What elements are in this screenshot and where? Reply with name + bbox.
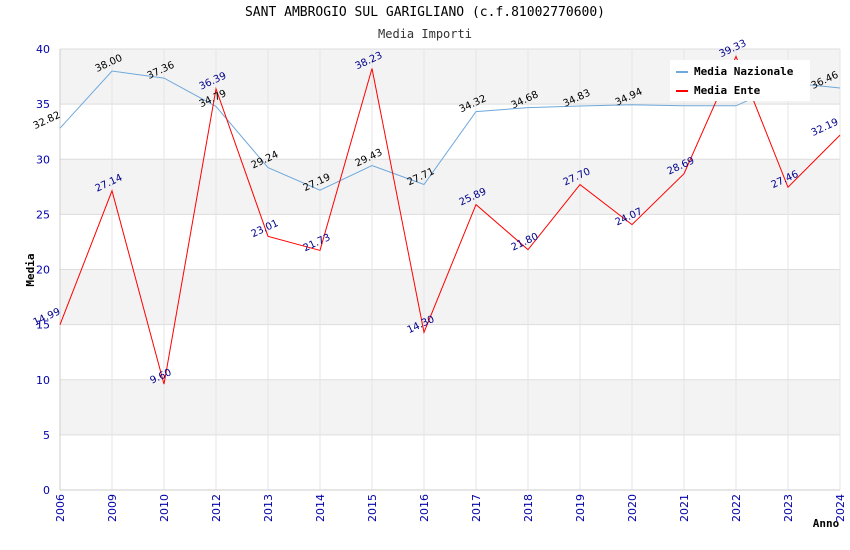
x-tick-label: 2016 <box>418 494 431 522</box>
x-tick-label: 2018 <box>522 494 535 522</box>
legend-item-nazionale: Media Nazionale <box>676 65 793 81</box>
x-tick-label: 2014 <box>314 494 327 522</box>
data-label-ente: 21.73 <box>302 232 333 254</box>
chart-subtitle: Media Importi <box>378 27 472 41</box>
y-axis-label: Media <box>24 253 37 286</box>
legend-label-ente: Media Ente <box>694 84 761 97</box>
legend-label-nazionale: Media Nazionale <box>694 65 794 78</box>
y-tick-label: 10 <box>36 374 50 387</box>
x-tick-label: 2022 <box>730 494 743 522</box>
y-tick-label: 25 <box>36 208 50 221</box>
y-tick-label: 15 <box>36 319 50 332</box>
x-tick-label: 2021 <box>678 494 691 522</box>
chart-title: SANT AMBROGIO SUL GARIGLIANO (c.f.810027… <box>244 5 606 20</box>
legend: Media Nazionale Media Ente <box>670 60 810 101</box>
x-tick-label: 2010 <box>158 494 171 522</box>
data-label-ente: 23.01 <box>250 218 281 240</box>
background-band <box>60 159 840 215</box>
data-label-ente: 32.19 <box>810 117 841 139</box>
legend-item-ente: Media Ente <box>676 84 760 100</box>
y-tick-label: 20 <box>36 264 50 277</box>
background-band <box>60 379 840 435</box>
x-tick-label: 2017 <box>470 494 483 522</box>
y-tick-label: 35 <box>36 98 50 111</box>
y-tick-label: 0 <box>43 484 50 497</box>
series-line-nazionale <box>59 70 841 191</box>
y-tick-label: 30 <box>36 153 50 166</box>
data-label-nazionale: 32.82 <box>32 110 63 132</box>
x-tick-label: 2013 <box>262 494 275 522</box>
background-band <box>60 269 840 325</box>
x-tick-label: 2009 <box>106 494 119 522</box>
legend-swatch-ente <box>676 90 688 92</box>
x-tick-label: 2024 <box>834 494 847 522</box>
x-axis-label: Anno <box>813 517 840 530</box>
data-label-ente: 21.80 <box>510 231 541 253</box>
legend-swatch-nazionale <box>676 71 688 73</box>
x-tick-label: 2006 <box>54 494 67 522</box>
series-line-ente <box>59 55 841 385</box>
y-tick-label: 40 <box>36 43 50 56</box>
x-tick-label: 2015 <box>366 494 379 522</box>
y-tick-label: 5 <box>43 429 50 442</box>
x-tick-label: 2020 <box>626 494 639 522</box>
x-tick-label: 2023 <box>782 494 795 522</box>
x-tick-label: 2019 <box>574 494 587 522</box>
x-tick-label: 2012 <box>210 494 223 522</box>
